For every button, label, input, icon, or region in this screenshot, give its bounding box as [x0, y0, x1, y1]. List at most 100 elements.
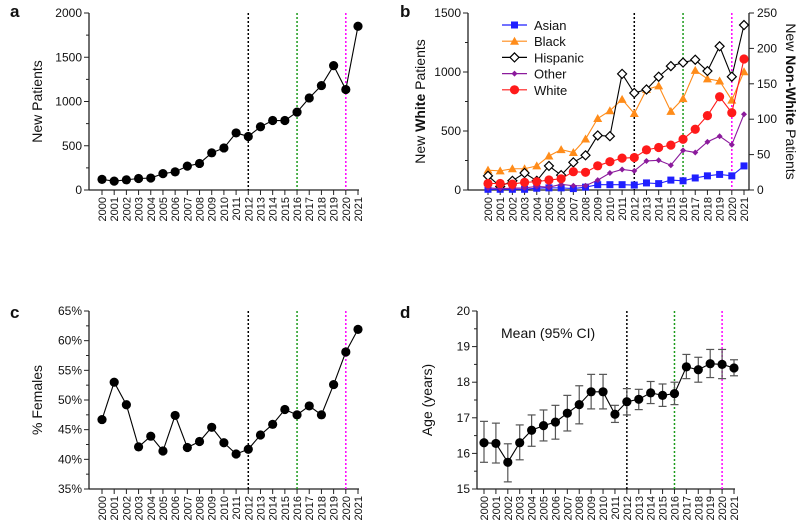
data-point	[641, 145, 652, 155]
y-right-tick-label: 150	[757, 77, 777, 91]
data-point	[678, 94, 688, 103]
x-tick-label: 2000	[97, 496, 109, 520]
data-point	[617, 153, 627, 163]
series-0	[479, 348, 739, 483]
series-0	[97, 324, 363, 459]
panel-b: b 0 500 1000 1500 0 50 100 150 200 250 2000 2001 2002…	[400, 2, 799, 221]
x-tick-label: 2011	[617, 197, 629, 221]
x-tick-label: 2012	[243, 197, 255, 221]
x-tick-label: 2000	[483, 197, 495, 221]
x-tick-label: 2006	[550, 496, 562, 520]
x-tick-label: 2012	[243, 496, 255, 520]
data-point	[690, 65, 700, 74]
data-point	[593, 161, 603, 171]
data-point	[702, 111, 713, 121]
x-tick-label: 2001	[491, 496, 503, 520]
y-right-tick-label: 50	[757, 148, 771, 162]
y-axis-title-part: Patients	[412, 39, 428, 93]
x-tick-label: 2021	[739, 197, 751, 221]
y-tick-label: 1000	[434, 65, 461, 79]
data-point	[538, 421, 549, 431]
legend-marker	[509, 52, 520, 63]
data-point	[653, 71, 665, 83]
data-point	[727, 108, 737, 118]
x-tick-label: 2007	[182, 496, 194, 520]
data-point	[728, 141, 735, 148]
x-tick-label: 2004	[146, 197, 158, 221]
x-tick-label: 2019	[329, 496, 341, 520]
data-point	[616, 68, 628, 80]
x-tick-label: 2017	[304, 496, 316, 520]
data-point	[503, 457, 513, 467]
data-point	[680, 147, 687, 154]
data-point	[678, 134, 688, 144]
data-point	[280, 115, 290, 126]
data-point	[219, 438, 229, 448]
x-tick-label: 2002	[503, 496, 515, 520]
data-point	[532, 177, 542, 187]
legend-marker	[509, 85, 520, 95]
y-right-axis-title: New Non-White Patients	[783, 23, 799, 179]
data-point	[268, 419, 278, 429]
data-point	[606, 181, 614, 189]
data-point	[231, 128, 241, 138]
data-point	[605, 106, 615, 115]
x-tick-label: 2003	[515, 496, 527, 520]
data-point	[717, 359, 727, 369]
x-tick-label: 2017	[304, 197, 316, 221]
x-tick-label: 2015	[666, 197, 678, 221]
y-tick-label: 0	[454, 183, 461, 197]
x-tick-label: 2003	[134, 197, 146, 221]
data-point	[716, 133, 723, 140]
data-point	[715, 76, 725, 85]
x-tick-label: 2001	[495, 197, 507, 221]
legend-marker	[511, 21, 518, 29]
y-tick-label: 40%	[58, 452, 82, 466]
data-point	[619, 166, 626, 173]
series-line	[487, 114, 745, 190]
y-right-axis-title-part: Non-White	[783, 55, 799, 125]
x-tick-label: 2011	[231, 496, 243, 520]
x-tick-label: 2020	[341, 496, 353, 520]
data-point	[618, 181, 626, 189]
data-point	[667, 162, 674, 169]
data-point	[243, 444, 253, 454]
data-point	[604, 130, 616, 142]
y-right-tick-label: 100	[757, 112, 777, 126]
series-line	[101, 329, 359, 455]
x-tick-label: 2006	[556, 197, 568, 221]
data-point	[667, 176, 675, 184]
x-tick-label: 2008	[574, 496, 586, 520]
data-point	[292, 107, 302, 117]
y-tick-label: 35%	[58, 482, 82, 496]
y-tick-label: 50%	[58, 393, 82, 407]
data-point	[543, 160, 555, 172]
data-point	[544, 151, 554, 160]
data-point	[207, 148, 217, 158]
data-point	[586, 387, 596, 397]
y-axis-title: New Patients	[29, 60, 45, 142]
panel-label: a	[10, 2, 20, 21]
data-point	[606, 170, 613, 177]
x-tick-label: 2007	[182, 197, 194, 221]
panel-label: b	[400, 2, 410, 21]
x-tick-label: 2016	[292, 496, 304, 520]
data-point	[594, 177, 601, 184]
data-point	[689, 54, 701, 66]
data-point	[158, 169, 168, 179]
data-point	[507, 164, 517, 173]
data-point	[580, 167, 591, 177]
y-tick-label: 65%	[58, 304, 82, 318]
series-0	[97, 21, 363, 186]
data-point	[109, 176, 119, 186]
y-tick-label: 500	[441, 124, 461, 138]
x-tick-label: 2016	[669, 496, 681, 520]
y-tick-label: 16	[457, 446, 471, 460]
data-point	[741, 111, 747, 118]
data-point	[280, 404, 290, 415]
data-point	[182, 161, 192, 171]
x-tick-label: 2009	[593, 197, 605, 221]
legend-marker	[510, 36, 519, 45]
x-tick-label: 2000	[97, 197, 109, 221]
y-tick-label: 500	[62, 139, 82, 153]
